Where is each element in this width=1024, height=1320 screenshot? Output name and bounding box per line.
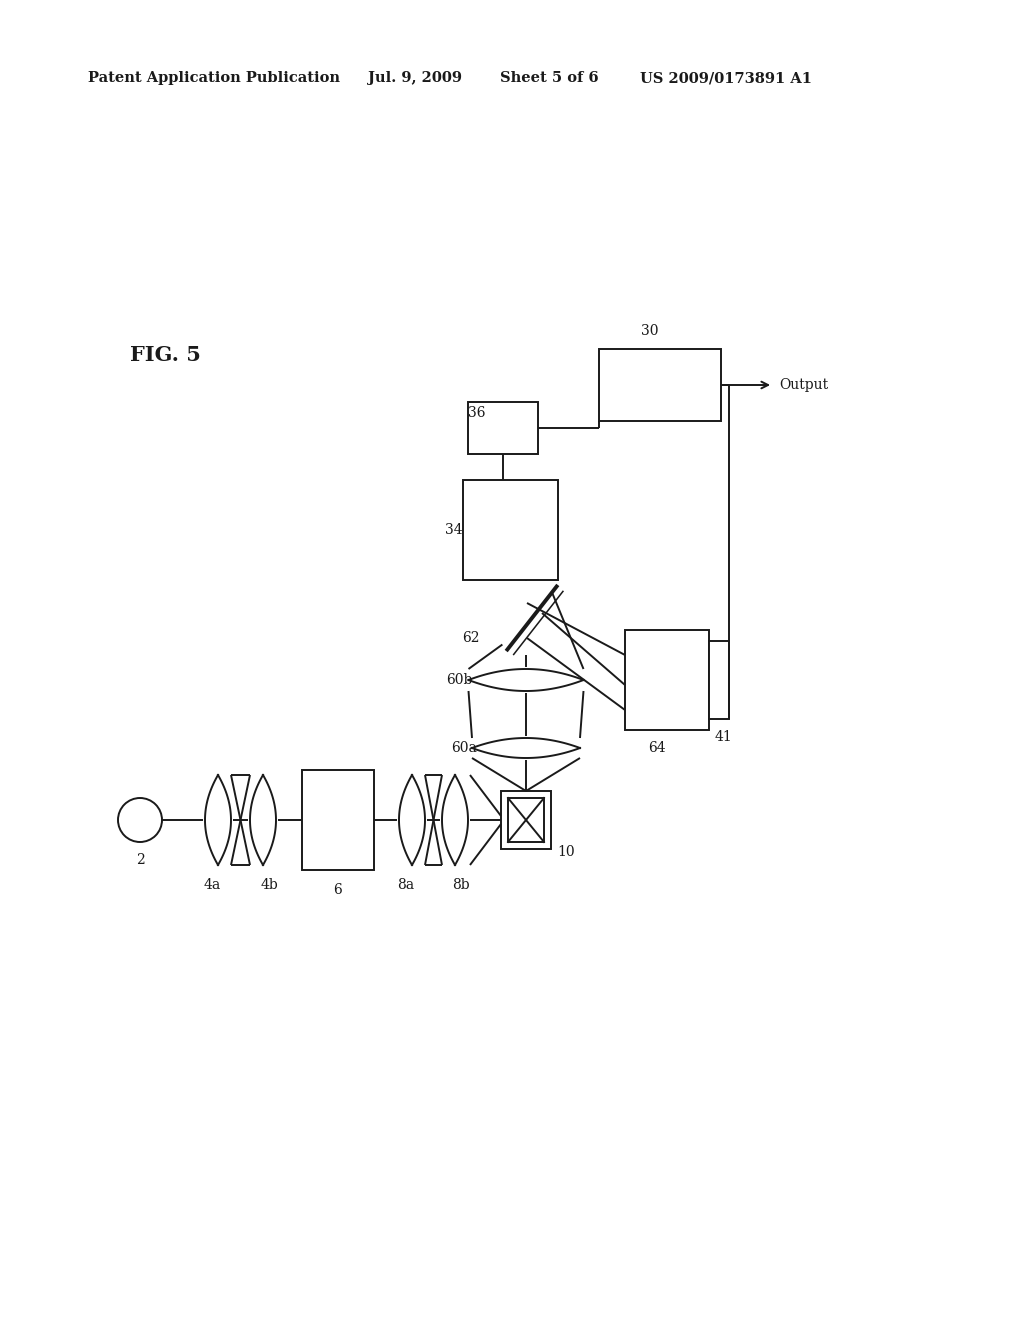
Text: 2: 2 xyxy=(135,853,144,867)
Text: 30: 30 xyxy=(641,323,658,338)
Bar xyxy=(599,348,721,421)
Bar xyxy=(709,642,729,719)
Text: 6: 6 xyxy=(334,883,342,898)
Bar xyxy=(302,770,374,870)
Text: 8b: 8b xyxy=(453,878,470,892)
Bar xyxy=(625,630,709,730)
Text: Jul. 9, 2009: Jul. 9, 2009 xyxy=(368,71,462,84)
Text: 41: 41 xyxy=(714,730,732,744)
Text: 60a: 60a xyxy=(451,741,477,755)
Text: 8a: 8a xyxy=(397,878,415,892)
Text: 36: 36 xyxy=(468,407,485,420)
Text: 62: 62 xyxy=(462,631,479,645)
Text: FIG. 5: FIG. 5 xyxy=(130,345,201,366)
Text: Output: Output xyxy=(779,378,828,392)
Bar xyxy=(468,403,538,454)
Text: 4b: 4b xyxy=(260,878,278,892)
Text: 4a: 4a xyxy=(204,878,220,892)
Text: 10: 10 xyxy=(557,845,574,859)
Text: US 2009/0173891 A1: US 2009/0173891 A1 xyxy=(640,71,812,84)
Text: 34: 34 xyxy=(445,523,463,537)
Bar xyxy=(463,480,557,579)
Bar xyxy=(501,791,551,849)
Text: 60b: 60b xyxy=(446,673,472,686)
Text: Patent Application Publication: Patent Application Publication xyxy=(88,71,340,84)
Bar xyxy=(508,799,544,842)
Text: Sheet 5 of 6: Sheet 5 of 6 xyxy=(500,71,599,84)
Text: 64: 64 xyxy=(648,741,666,755)
